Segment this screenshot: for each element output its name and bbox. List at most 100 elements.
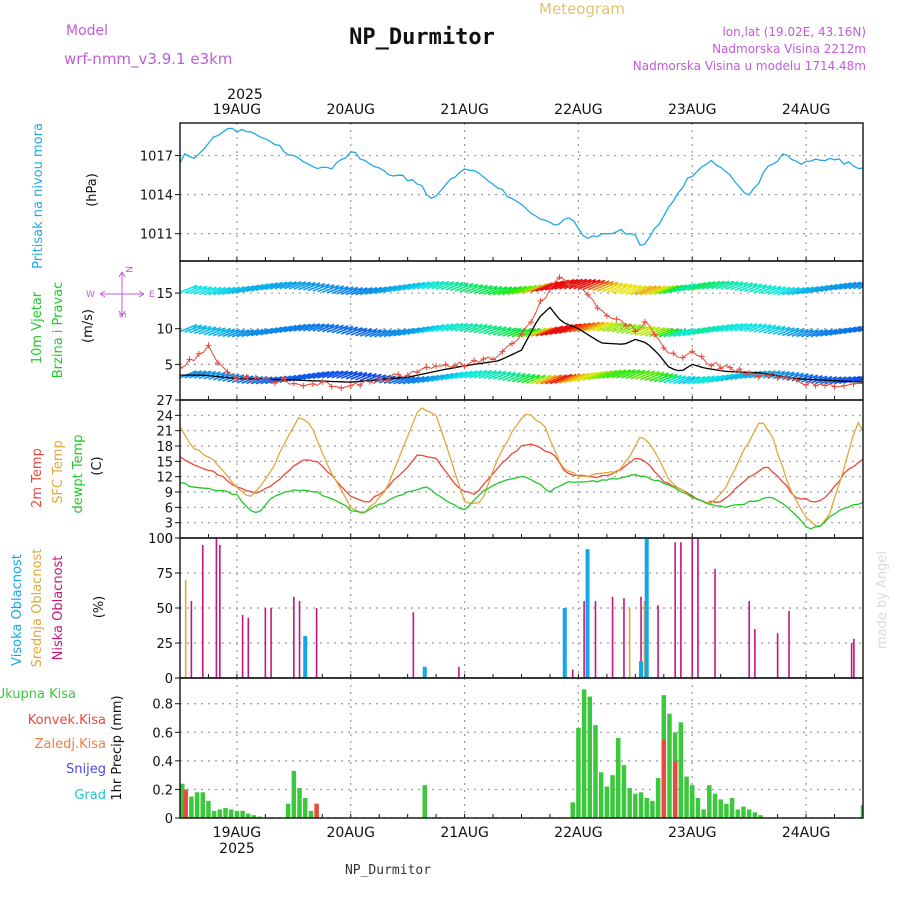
clouds-bar-0-14 xyxy=(583,601,585,678)
cloud-label-visoka: Visoka Oblacnost xyxy=(10,554,25,666)
wind-barb xyxy=(469,323,488,333)
wind-barb xyxy=(407,326,425,335)
wind-barb xyxy=(616,369,636,379)
wind-gust-marker xyxy=(527,319,534,326)
day-labels-bottom: 19AUG 20AUG 21AUG 22AUG 23AUG 24AUG xyxy=(213,825,831,841)
wind-barb xyxy=(777,327,795,336)
wind-barb xyxy=(492,286,512,296)
clouds-bar-0-7 xyxy=(270,608,272,678)
wind-barb xyxy=(269,281,288,290)
wind-barb xyxy=(824,283,843,292)
day-label-top-4: 23AUG xyxy=(668,102,717,118)
day-label-bottom-0: 19AUG xyxy=(213,825,262,841)
wind-barb xyxy=(530,282,553,293)
precip-bar-0-16 xyxy=(297,788,302,818)
wind-gust-marker xyxy=(565,281,572,288)
precip-plot-area xyxy=(180,689,863,818)
wind-barb xyxy=(189,285,208,295)
coordinates: lon,lat (19.02E, 43.16N) xyxy=(722,25,866,39)
clouds-ytick-label-0: 0 xyxy=(165,672,173,687)
temperature-ytick-label-3: 9 xyxy=(165,486,173,501)
precip-bar-0-21 xyxy=(576,728,581,818)
wind-barb xyxy=(184,324,202,333)
wind-barb xyxy=(535,326,558,337)
wind-barb xyxy=(725,281,744,290)
wind-barb xyxy=(772,370,790,380)
wind-panel: 5 10 15 xyxy=(156,260,864,401)
wind-barb xyxy=(435,372,454,382)
clouds-bar-0-9 xyxy=(298,601,301,678)
wind-gust-marker xyxy=(271,380,278,387)
wind-barb xyxy=(279,280,297,290)
precip-bar-0-15 xyxy=(291,770,297,818)
wind-barb xyxy=(426,374,444,383)
wind-gust-marker xyxy=(546,286,553,293)
wind-barb xyxy=(340,326,358,335)
wind-gust-marker xyxy=(793,376,800,383)
wind-barb xyxy=(255,327,273,337)
precip-bar-0-46 xyxy=(718,799,723,818)
wind-label-1: 10m Vjetar xyxy=(30,291,45,364)
wind-barb xyxy=(222,328,240,338)
wind-gust-marker xyxy=(651,331,658,338)
wind-barb xyxy=(668,328,687,338)
pressure-panel: 1011 1014 1017 xyxy=(140,122,864,262)
wind-barb xyxy=(587,280,610,291)
wind-barb xyxy=(469,284,488,294)
clouds-bar-0-21 xyxy=(680,542,682,678)
wind-barb xyxy=(801,374,818,383)
wind-gust-marker xyxy=(214,360,221,367)
wind-barb xyxy=(573,321,596,333)
compass-east: E xyxy=(149,290,155,300)
day-label-top-5: 24AUG xyxy=(782,102,831,118)
wind-barb xyxy=(592,321,614,332)
wind-barb xyxy=(393,283,411,292)
wind-barb xyxy=(421,374,439,384)
wind-gust-marker xyxy=(243,374,250,381)
wind-barb xyxy=(416,280,435,290)
wind-barb xyxy=(611,369,632,379)
wind-gust-marker xyxy=(784,375,791,382)
wind-barb xyxy=(421,280,440,290)
clouds-bar-0-20 xyxy=(674,542,676,678)
precip-bar-0-0 xyxy=(180,783,185,818)
wind-barb xyxy=(388,283,406,293)
precip-bar-0-2 xyxy=(194,792,200,818)
wind-barb xyxy=(317,284,335,293)
precip-bar-0-44 xyxy=(707,785,712,818)
wind-barb xyxy=(862,330,863,332)
precip-bar-0-31 xyxy=(633,793,638,818)
wind-barb xyxy=(393,328,411,337)
wind-barb xyxy=(497,286,517,296)
wind-barb xyxy=(649,285,671,296)
wind-barb xyxy=(307,323,325,332)
wind-gust-marker xyxy=(860,380,863,387)
wind-barb xyxy=(431,373,449,382)
wind-barb xyxy=(829,327,847,336)
precip-bar-0-35 xyxy=(655,778,661,818)
wind-barb xyxy=(796,328,814,338)
wind-barb xyxy=(502,286,522,296)
wind-gust-marker xyxy=(433,362,440,369)
clouds-bar-2-0 xyxy=(303,636,308,678)
wind-barb xyxy=(378,285,397,294)
precip-bar-1-1 xyxy=(314,803,319,818)
temp-label-dewpt: dewpt Temp xyxy=(71,434,86,513)
wind-barb xyxy=(293,372,311,382)
wind-barb xyxy=(397,327,416,337)
wind-barb xyxy=(625,284,647,295)
temperature-ytick-label-5: 15 xyxy=(156,455,173,470)
clouds-bar-0-30 xyxy=(853,638,855,678)
temp-label-sfc: SFC Temp xyxy=(51,440,66,504)
wind-barb xyxy=(331,370,349,379)
wind-barb xyxy=(303,371,320,380)
clouds-bar-1-1 xyxy=(628,608,631,678)
wind-barb xyxy=(620,284,642,295)
temp-label-2m: 2m Temp xyxy=(30,448,45,508)
wind-barb xyxy=(236,329,254,338)
wind-barb xyxy=(820,283,838,293)
precip-bar-0-42 xyxy=(695,798,701,818)
wind-barb xyxy=(435,281,455,290)
wind-barb xyxy=(772,286,791,296)
wind-barb xyxy=(630,369,651,380)
